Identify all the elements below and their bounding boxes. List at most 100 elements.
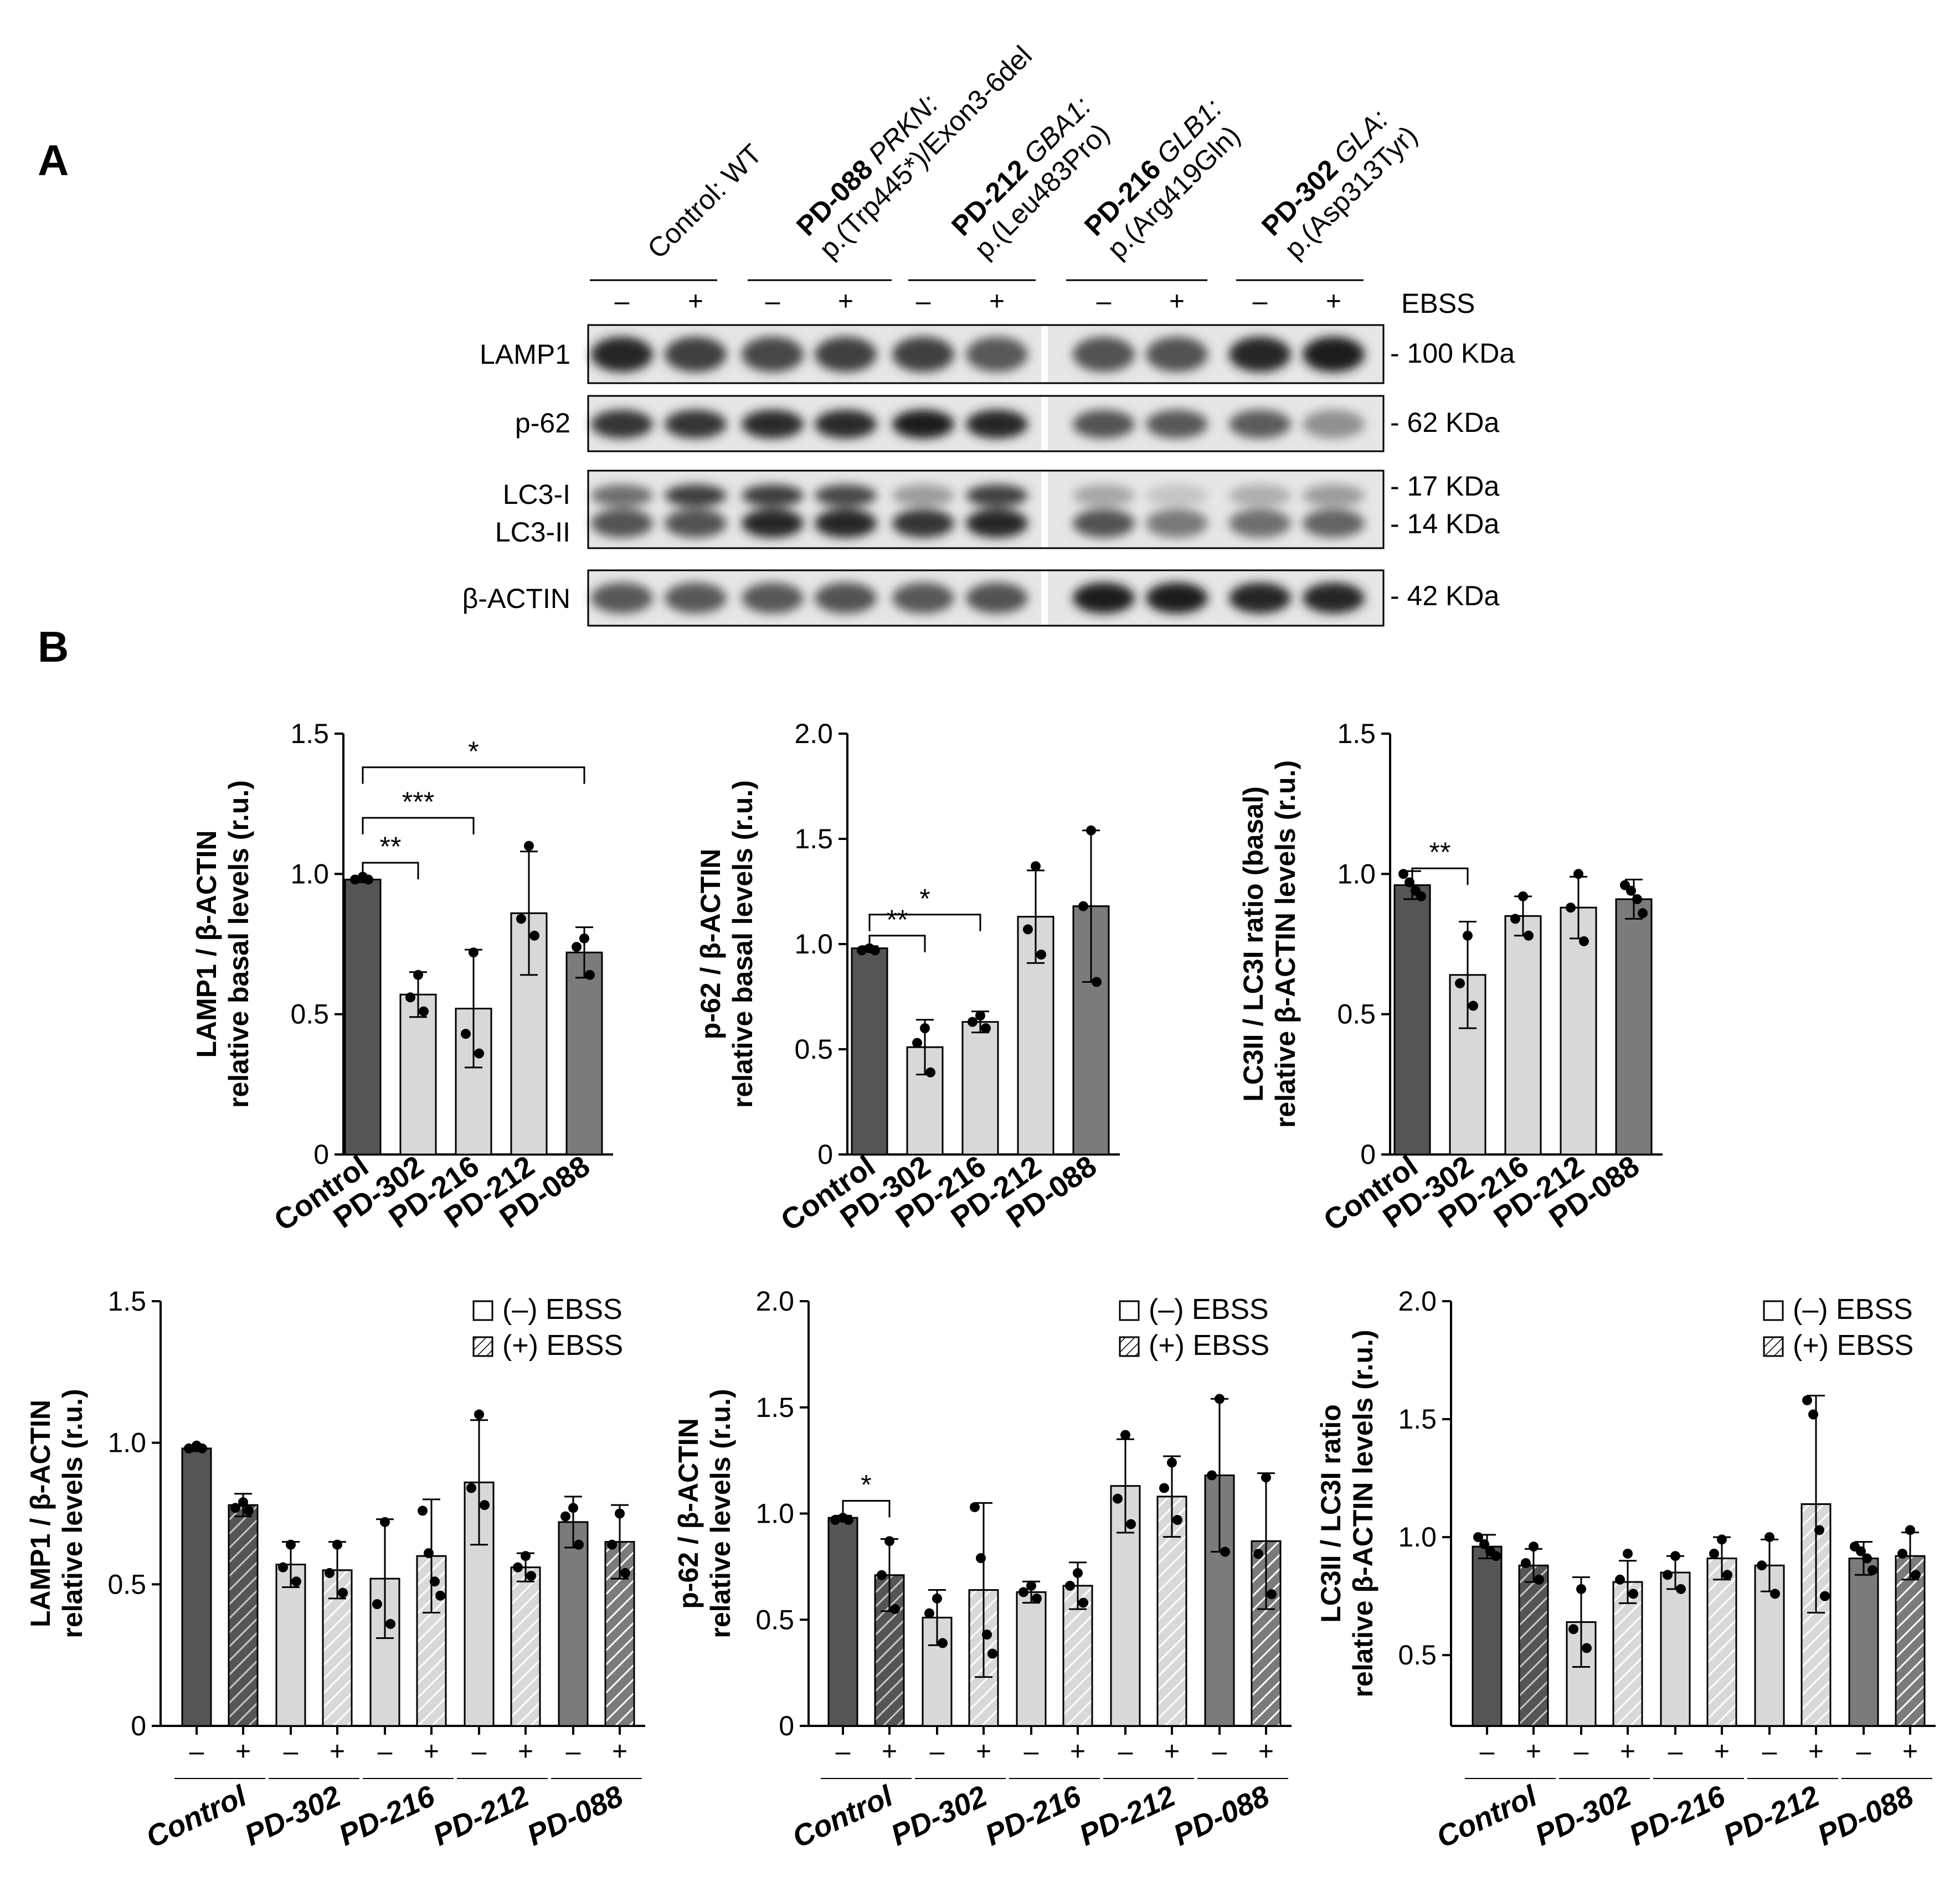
molecular-weight: - 100 KDa <box>1390 338 1515 369</box>
treatment-sign: + <box>330 1737 345 1766</box>
x-tick-label: Control <box>141 1779 252 1854</box>
blot-band <box>1146 410 1208 439</box>
data-point <box>1757 1560 1767 1571</box>
legend-label: (+) EBSS <box>502 1329 623 1362</box>
blot-band <box>1073 410 1135 439</box>
data-point <box>1473 1532 1483 1543</box>
y-axis-label-line: p-62 / β-ACTIN <box>695 849 726 1039</box>
blot-band <box>815 582 877 614</box>
data-point <box>932 1593 942 1604</box>
blot-band <box>591 509 653 538</box>
data-point <box>970 1502 980 1512</box>
blot-band <box>892 509 954 538</box>
treatment-sign: + <box>1526 1737 1541 1766</box>
data-point <box>521 1551 531 1561</box>
data-point <box>1018 1587 1028 1597</box>
blot-band <box>1303 582 1365 614</box>
blot-band <box>1229 484 1291 507</box>
lane-sign: – <box>765 287 780 316</box>
blot-strip <box>587 324 1385 384</box>
y-tick-label: 1.0 <box>794 929 833 960</box>
blot-band <box>1146 582 1208 614</box>
treatment-sign: – <box>1668 1737 1683 1766</box>
group-label: Control: WT <box>641 138 768 265</box>
treatment-sign: – <box>189 1737 204 1766</box>
data-point <box>325 1568 335 1578</box>
lane-sign: – <box>615 287 630 316</box>
strip-splice <box>1041 571 1048 625</box>
bar <box>558 1521 589 1727</box>
significance-label: * <box>468 736 479 767</box>
blot-band <box>1229 410 1291 439</box>
blot-band <box>1303 410 1365 439</box>
data-point <box>1065 1580 1075 1591</box>
data-point <box>435 1590 445 1601</box>
y-tick-label: 1.5 <box>1398 1404 1437 1435</box>
row-label: β-ACTIN <box>462 583 570 614</box>
data-point <box>1455 978 1465 988</box>
data-point <box>1534 1574 1544 1585</box>
data-point <box>1897 1548 1907 1559</box>
y-tick-label: 1.0 <box>755 1498 794 1529</box>
data-point <box>1722 1570 1732 1580</box>
y-axis-label-line: relative levels (r.u.) <box>57 1389 88 1638</box>
data-point <box>870 945 880 956</box>
data-point <box>938 1638 948 1648</box>
lane-sign: – <box>1097 287 1112 316</box>
data-point <box>430 1576 440 1587</box>
bar <box>961 1021 999 1156</box>
data-point <box>920 1023 930 1033</box>
data-point <box>385 1618 395 1629</box>
data-point <box>197 1443 207 1453</box>
data-point <box>1078 901 1088 911</box>
data-point <box>291 1576 301 1587</box>
row-label: p-62 <box>515 408 570 439</box>
y-axis-label: LAMP1 / β-ACTIN relative levels (r.u.) <box>25 1389 88 1638</box>
y-tick-label: 0.5 <box>1398 1640 1437 1671</box>
data-point <box>1092 977 1102 987</box>
data-point <box>1253 1549 1263 1559</box>
x-tick-label-group: PD-216 <box>1624 1779 1731 1852</box>
blot-band <box>742 509 804 538</box>
data-point <box>1036 950 1046 960</box>
data-point <box>1267 1589 1277 1600</box>
data-point <box>469 947 479 958</box>
treatment-sign: – <box>1480 1737 1495 1766</box>
blot-band <box>665 337 727 372</box>
bar <box>275 1564 306 1727</box>
data-point <box>620 1568 630 1578</box>
blot-band <box>892 582 954 614</box>
data-point <box>513 1562 523 1573</box>
y-axis-label: LC3II / LC3I ratio (basal) relative β-ACT… <box>1238 760 1301 1128</box>
data-point <box>1261 1472 1271 1483</box>
strip-splice <box>1041 397 1048 450</box>
significance-label: * <box>919 883 930 914</box>
data-point <box>244 1506 254 1516</box>
y-tick-label: 1.5 <box>1337 718 1376 749</box>
treatment-sign: – <box>1574 1737 1589 1766</box>
data-point <box>1717 1534 1727 1545</box>
bar <box>1615 898 1653 1156</box>
x-tick-label: PD-212 <box>1074 1779 1180 1852</box>
blot-band <box>742 410 804 439</box>
legend-label: (–) EBSS <box>502 1293 623 1326</box>
x-tick-label: PD-212 <box>1719 1779 1824 1852</box>
data-point <box>1670 1551 1680 1561</box>
data-point <box>230 1503 240 1513</box>
data-point <box>418 1506 428 1516</box>
data-point <box>982 1630 992 1640</box>
data-point <box>1172 1515 1182 1525</box>
blot-band <box>1073 337 1135 372</box>
y-axis-label-line: LAMP1 / β-ACTIN <box>191 830 222 1058</box>
bar <box>416 1555 447 1727</box>
y-axis-label: p-62 / β-ACTIN relative levels (r.u.) <box>673 1389 736 1638</box>
data-point <box>419 1006 429 1017</box>
blot-band <box>966 582 1028 614</box>
treatment-sign: – <box>284 1737 299 1766</box>
x-tick-label: Control <box>788 1779 898 1854</box>
blot-strip-border <box>587 470 1385 549</box>
blot-band <box>1073 509 1135 538</box>
data-point <box>1582 1643 1592 1653</box>
data-point <box>529 930 539 941</box>
legend-swatch-plus <box>1119 1336 1140 1357</box>
